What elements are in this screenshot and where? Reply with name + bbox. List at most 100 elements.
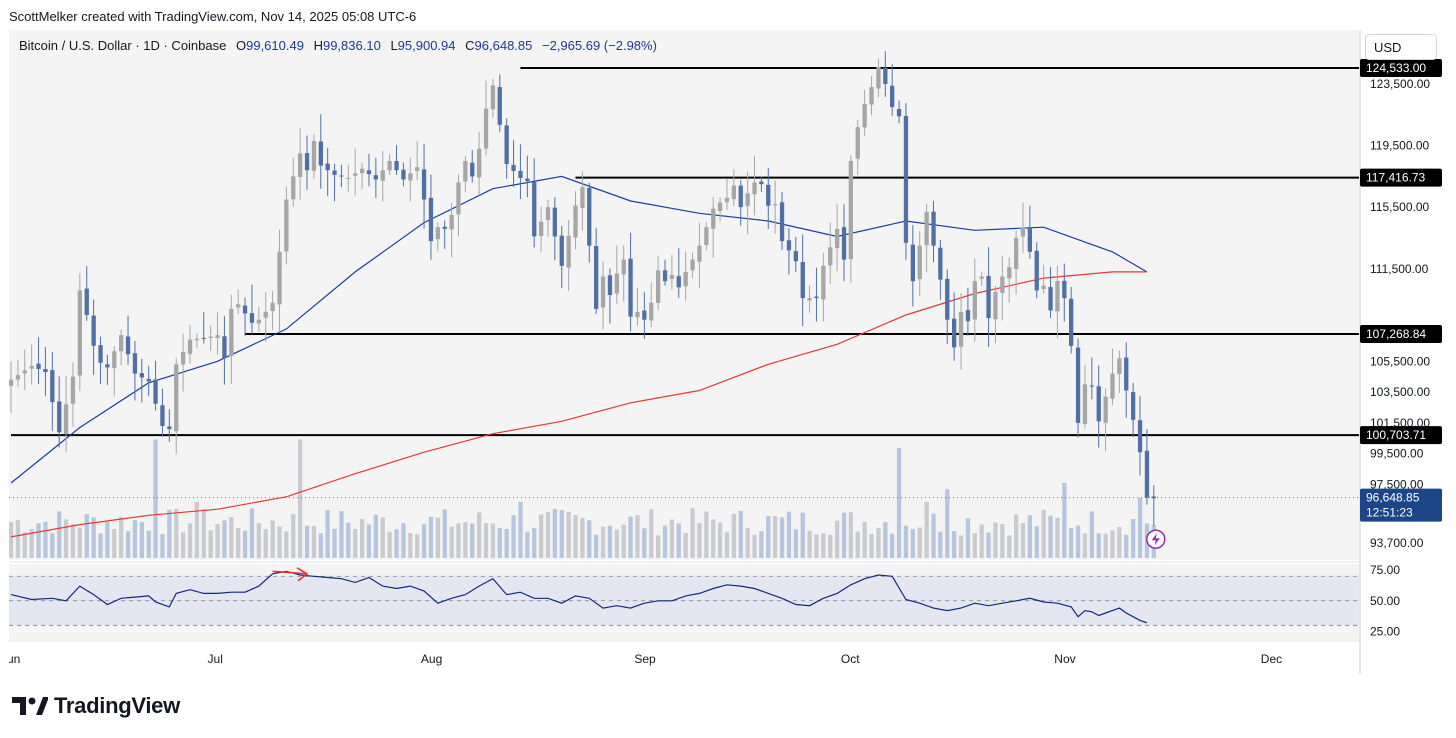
volume-bar — [346, 522, 351, 558]
candle-body — [277, 251, 282, 305]
rsi-divergence-arrow — [272, 570, 308, 575]
volume-bar — [759, 531, 764, 558]
symbol-name[interactable]: Bitcoin / U.S. Dollar · 1D · Coinbase — [19, 38, 227, 53]
open-value: 99,610.49 — [246, 38, 304, 53]
candle-body — [965, 310, 971, 322]
chart-panel[interactable]: 123,500.00 119,500.00 115,500.00 111,500.00… — [9, 30, 1449, 674]
currency-button[interactable]: USD — [1365, 34, 1437, 60]
chart-canvas[interactable]: 123,500.00 119,500.00 115,500.00 111,500.00… — [9, 30, 1449, 674]
candle-body — [256, 319, 261, 324]
candle-body — [910, 244, 915, 282]
volume-bar — [181, 532, 186, 558]
volume-bar — [656, 535, 661, 558]
volume-bar — [112, 529, 117, 558]
time-axis-label: Jun — [9, 652, 20, 666]
candle-body — [442, 226, 447, 229]
level-price-label: 107,268.84 — [1366, 327, 1426, 341]
volume-bar — [600, 526, 606, 558]
candle-body — [876, 67, 881, 89]
volume-bar — [277, 526, 282, 558]
candle-body — [607, 275, 613, 295]
candle-body — [552, 207, 557, 237]
volume-bar — [697, 523, 702, 558]
volume-bar — [1048, 515, 1053, 558]
price-axis-label: 99,500.00 — [1370, 447, 1424, 461]
candle-body — [1048, 287, 1053, 311]
volume-bar — [1069, 528, 1074, 558]
candle-body — [50, 370, 55, 403]
volume-bar — [786, 511, 792, 558]
volume-bar — [63, 519, 69, 558]
volume-bar — [662, 525, 668, 558]
candle-body — [353, 173, 358, 176]
level-price-label: 100,703.71 — [1366, 428, 1426, 442]
main-pane-bg — [9, 30, 1359, 560]
volume-bar — [614, 529, 619, 558]
volume-bar — [876, 527, 881, 558]
level-price-label: 117,416.73 — [1366, 171, 1425, 185]
moving-average-red — [10, 271, 1147, 538]
candle-body — [1103, 396, 1108, 423]
candle-body — [1007, 267, 1012, 279]
volume-bar — [738, 510, 743, 558]
volume-bar — [814, 534, 819, 558]
candle-body — [57, 401, 62, 433]
time-axis-label: Oct — [841, 652, 860, 666]
volume-bar — [993, 522, 998, 558]
volume-bar — [752, 534, 757, 558]
candle-body — [463, 161, 468, 182]
candle-body — [649, 302, 654, 321]
volume-bar — [917, 527, 922, 558]
volume-bar — [222, 520, 227, 558]
volume-bar — [1062, 483, 1067, 558]
level-price-box — [1360, 324, 1442, 343]
level-price-box — [1360, 59, 1442, 78]
volume-bar — [566, 511, 571, 558]
close-value: 96,648.85 — [474, 38, 533, 53]
volume-bar — [70, 524, 76, 558]
candle-body — [229, 308, 234, 357]
volume-bar — [256, 523, 261, 558]
volume-bar — [408, 533, 413, 558]
candle-body — [931, 211, 936, 246]
volume-bar — [43, 521, 48, 558]
volume-bar — [511, 515, 516, 558]
candle-body — [993, 291, 998, 320]
candle-body — [800, 262, 805, 299]
candle-body — [63, 404, 69, 435]
volume-bar — [745, 528, 750, 558]
volume-bar — [270, 520, 275, 558]
candle-body — [153, 379, 158, 404]
candle-body — [676, 276, 681, 288]
candle-body — [408, 173, 413, 181]
volume-bar — [821, 533, 826, 558]
candle-body — [1055, 281, 1060, 312]
volume-bar — [401, 523, 406, 558]
close-label: C — [465, 38, 475, 53]
candle-body — [1124, 357, 1129, 391]
tradingview-logo[interactable]: TradingView — [12, 693, 180, 719]
candle-body — [662, 270, 668, 282]
candle-countdown: 12:51:23 — [1366, 506, 1413, 520]
candle-body — [793, 251, 798, 262]
candle-body — [490, 85, 496, 110]
candle-body — [15, 375, 21, 380]
candle-body — [642, 310, 647, 320]
symbol-legend: Bitcoin / U.S. Dollar · 1D · Coinbase O9… — [19, 38, 657, 53]
candle-body — [828, 247, 833, 266]
volume-bar — [1096, 533, 1101, 558]
rsi-divergence-arrowhead — [296, 567, 309, 582]
volume-bar — [504, 529, 509, 558]
candle-body — [311, 140, 317, 171]
candle-body — [1117, 358, 1122, 374]
candle-body — [332, 170, 337, 175]
candle-body — [614, 273, 619, 294]
candle-body — [201, 337, 206, 339]
candle-body — [112, 351, 117, 369]
volume-bar — [139, 522, 144, 558]
candle-body — [1014, 238, 1019, 269]
volume-bar — [146, 530, 151, 558]
candle-body — [1041, 285, 1046, 289]
volume-bar — [518, 501, 523, 559]
volume-bar — [1007, 535, 1012, 558]
